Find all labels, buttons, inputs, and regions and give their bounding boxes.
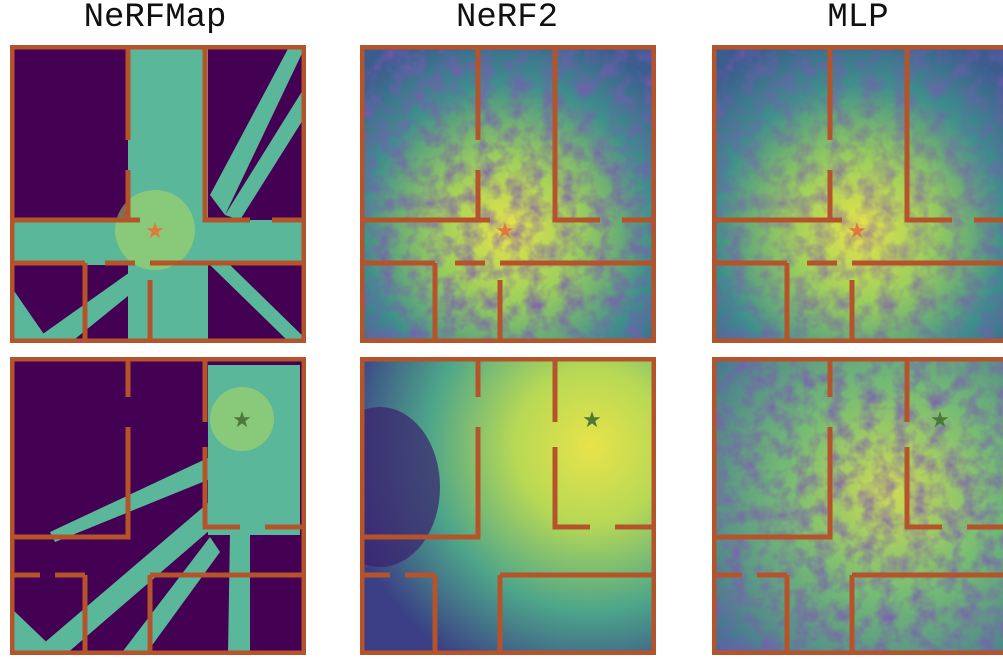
heatmap-panel: ★ — [10, 45, 310, 343]
figure: NeRFMap NeRF2 MLP ★ ★ ★ — [0, 0, 1003, 661]
heatmap-panel: ★ — [712, 45, 1003, 343]
column-title: NeRFMap — [84, 0, 227, 37]
svg-text:★: ★ — [495, 219, 515, 244]
svg-text:★: ★ — [847, 219, 867, 244]
svg-text:★: ★ — [232, 408, 252, 433]
svg-text:★: ★ — [930, 408, 950, 433]
column-title: NeRF2 — [456, 0, 558, 37]
column-title: MLP — [827, 0, 888, 37]
heatmap-panel: ★ — [320, 357, 656, 655]
page: {"columns": [{"title": "NeRFMap"}, {"tit… — [0, 0, 1003, 661]
heatmap-panel: ★ — [712, 357, 1003, 655]
heatmap-panel: ★ — [360, 45, 656, 343]
svg-text:★: ★ — [145, 219, 165, 244]
heatmap-panel: ★ — [10, 357, 306, 655]
svg-text:★: ★ — [582, 408, 602, 433]
